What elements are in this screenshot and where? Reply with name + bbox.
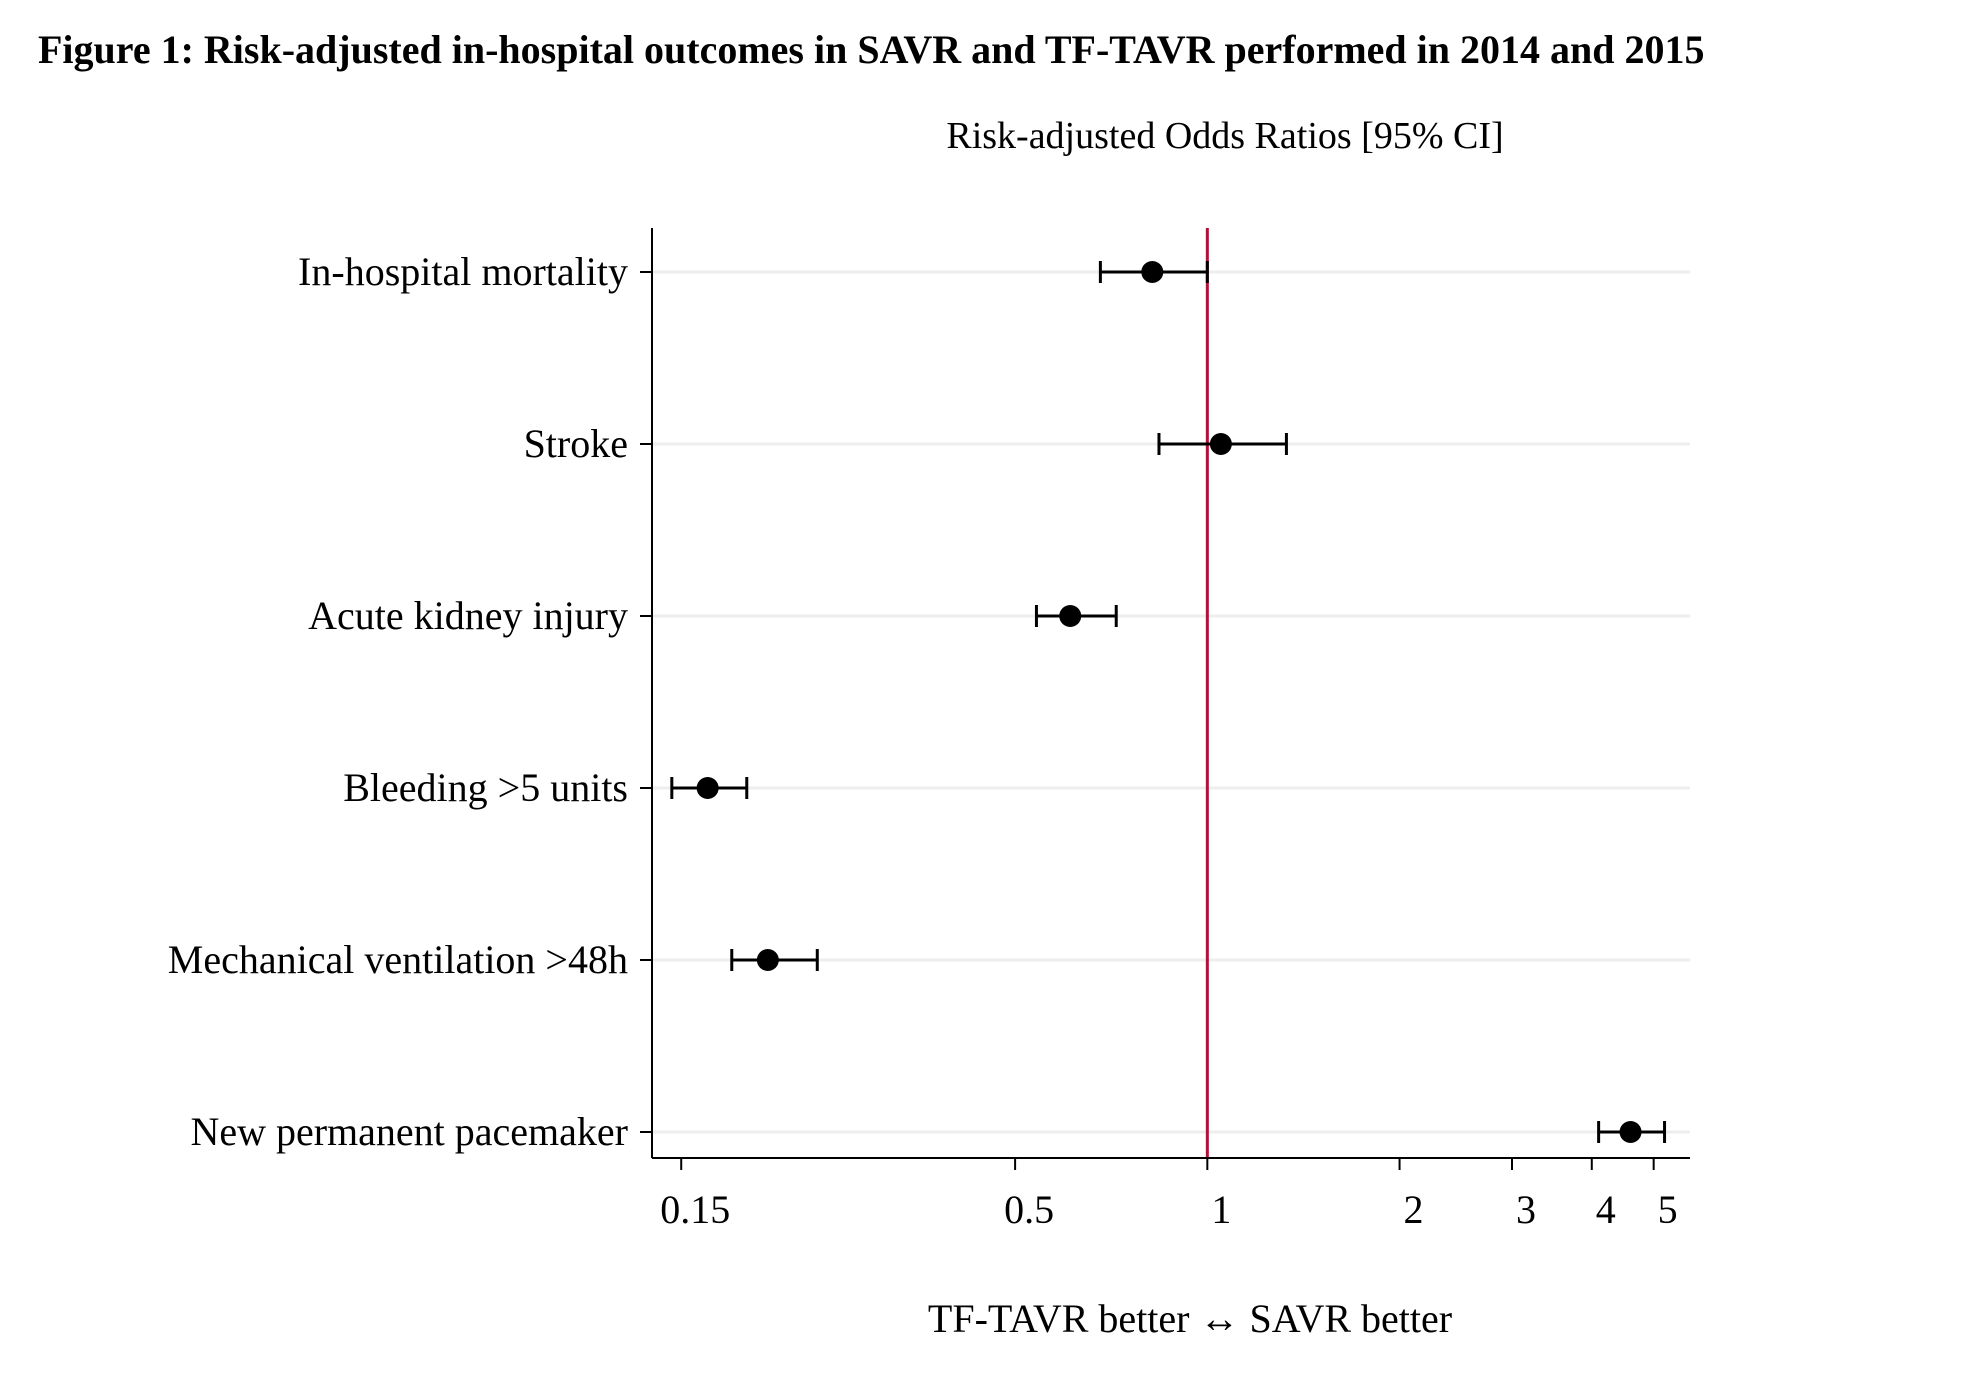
point-estimate [756, 949, 779, 971]
point-estimate [1059, 605, 1082, 627]
y-category-label: Bleeding >5 units [343, 765, 628, 810]
y-category-label: Acute kidney injury [308, 593, 628, 638]
axes: 0.15 0.5 1 2 3 4 5 In-hospital mortality Stroke A… [168, 228, 1690, 1232]
x-tick-label: 3 [1516, 1187, 1536, 1232]
y-category-label: New permanent pacemaker [190, 1109, 628, 1154]
x-tick-label: 0.15 [660, 1187, 730, 1232]
x-tick-label: 4 [1596, 1187, 1616, 1232]
chart-title: Risk-adjusted Odds Ratios [95% CI] [946, 115, 1503, 157]
y-category-label: Mechanical ventilation >48h [168, 937, 628, 982]
gridlines [652, 270, 1690, 1134]
x-tick-label: 0.5 [1004, 1187, 1054, 1232]
data-marks [670, 261, 1667, 1143]
y-category-label: In-hospital mortality [298, 249, 628, 294]
figure-title: Figure 1: Risk-adjusted in-hospital outc… [38, 27, 1705, 72]
point-estimate [1209, 433, 1232, 455]
point-estimate [1141, 261, 1164, 283]
point-estimate [696, 777, 719, 799]
x-axis-label: TF-TAVR better ↔ SAVR better [928, 1296, 1452, 1341]
x-tick-label: 2 [1404, 1187, 1424, 1232]
y-category-label: Stroke [524, 421, 628, 466]
x-tick-label: 5 [1658, 1187, 1678, 1232]
x-tick-label: 1 [1211, 1187, 1231, 1232]
point-estimate [1619, 1121, 1642, 1143]
